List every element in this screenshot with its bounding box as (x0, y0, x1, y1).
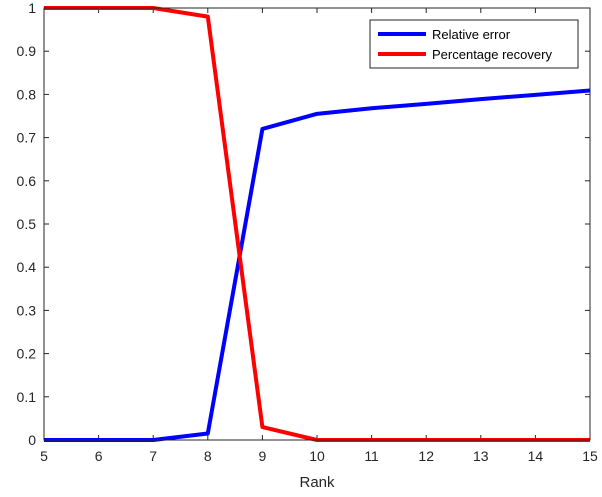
x-tick-label: 14 (528, 448, 544, 464)
legend: Relative error Percentage recovery (369, 19, 579, 69)
x-tick-label: 9 (259, 448, 267, 464)
y-tick-label: 0.5 (17, 216, 37, 232)
legend-label-percentage-recovery: Percentage recovery (432, 47, 552, 62)
tick-labels: 5 6 7 8 9 10 11 12 13 14 15 0 0.1 0.2 0.3 0.4 0.5 0.6 0.7 0… (17, 0, 598, 464)
y-tick-label: 0.9 (17, 43, 37, 59)
x-tick-label: 10 (309, 448, 325, 464)
x-tick-label: 15 (582, 448, 598, 464)
y-tick-label: 0.3 (17, 302, 37, 318)
y-tick-label: 0.7 (17, 130, 37, 146)
x-tick-label: 5 (40, 448, 48, 464)
legend-box (369, 19, 579, 69)
y-tick-label: 0.4 (17, 259, 37, 275)
x-tick-label: 11 (364, 448, 379, 464)
x-tick-label: 7 (149, 448, 157, 464)
y-tick-label: 0.1 (17, 389, 37, 405)
legend-label-relative-error: Relative error (432, 27, 511, 42)
x-tick-label: 8 (204, 448, 212, 464)
x-tick-label: 6 (95, 448, 103, 464)
legend-items: Relative error Percentage recovery (378, 27, 552, 62)
y-tick-label: 0.6 (17, 173, 37, 189)
plot-area-frame (43, 7, 591, 441)
y-tick-label: 0.8 (17, 86, 37, 102)
x-axis-label: Rank (299, 474, 335, 491)
y-tick-label: 1 (28, 0, 36, 16)
x-tick-label: 13 (473, 448, 489, 464)
plot-area-background (44, 8, 590, 440)
y-tick-label: 0 (28, 432, 36, 448)
x-tick-label: 12 (418, 448, 434, 464)
y-tick-label: 0.2 (17, 346, 37, 362)
